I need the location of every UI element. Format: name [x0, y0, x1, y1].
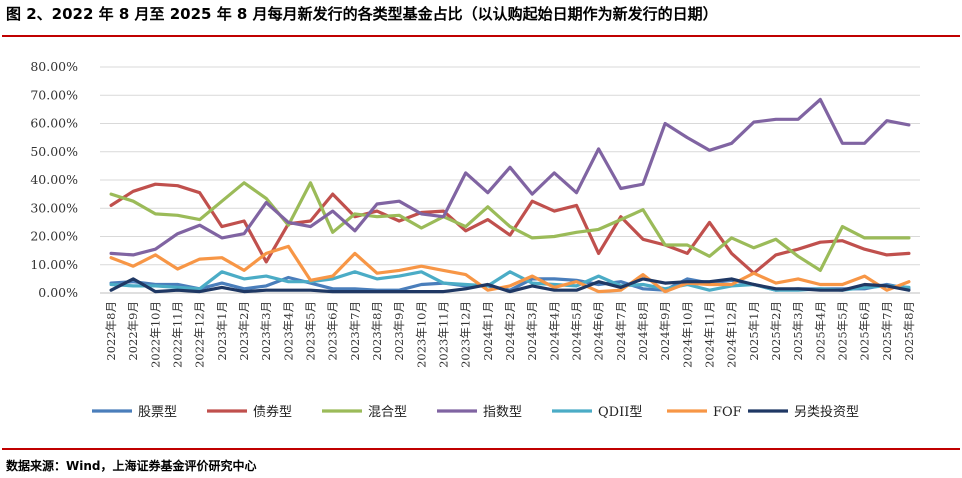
legend-label: 指数型 [483, 405, 522, 420]
series-line-4 [109, 97, 911, 257]
x-tick-label: 2024年2月 [503, 301, 517, 361]
series-line-7 [109, 277, 911, 294]
x-tick-label: 2022年8月 [104, 301, 118, 361]
x-tick-label: 2022年9月 [126, 301, 140, 361]
chart-legend: 股票型 债券型 混合型 指数型 QDII型 FOF 另类投资型 [92, 404, 859, 420]
x-tick-label: 2023年3月 [259, 301, 273, 361]
x-tick-label: 2025年5月 [835, 301, 849, 361]
legend-label: 混合型 [368, 405, 407, 420]
x-tick-label: 2024年11月 [702, 301, 716, 368]
x-tick-label: 2025年4月 [813, 301, 827, 361]
x-tick-label: 2024年6月 [592, 301, 606, 361]
x-tick-label: 2022年10月 [148, 301, 162, 368]
legend-item: 另类投资型 [748, 404, 859, 420]
x-tick-label: 2023年2月 [237, 301, 251, 361]
figure-title: 图 2、2022 年 8 月至 2025 年 8 月每月新发行的各类型基金占比（… [6, 5, 718, 23]
x-tick-label: 2023年4月 [281, 301, 295, 361]
series-line-6 [109, 244, 911, 294]
x-tick-label: 2025年6月 [858, 301, 872, 361]
x-tick-label: 2022年12月 [193, 301, 207, 368]
x-tick-label: 2024年12月 [725, 301, 739, 368]
x-tick-label: 2023年9月 [392, 301, 406, 361]
y-tick-label: 0.00% [38, 285, 78, 300]
legend-label: QDII型 [598, 405, 642, 420]
y-tick-label: 70.00% [30, 87, 78, 102]
y-tick-label: 80.00% [30, 59, 78, 74]
line-chart: 0.00% 10.00% 20.00% 30.00% 40.00% 50.00% 60.00… [30, 59, 920, 420]
legend-label: 另类投资型 [794, 404, 859, 420]
x-tick-label: 2024年1月 [481, 301, 495, 361]
legend-item: 股票型 [92, 405, 177, 420]
legend-item: 指数型 [437, 405, 522, 420]
x-tick-label: 2024年7月 [614, 301, 628, 361]
legend-item: QDII型 [552, 405, 642, 420]
x-tick-label: 2025年1月 [747, 301, 761, 361]
series-line-2 [109, 182, 911, 275]
x-tick-label: 2023年5月 [304, 301, 318, 361]
x-tick-label: 2023年8月 [370, 301, 384, 361]
x-axis: 2022年8月 2022年9月 2022年10月 2022年11月 2022年12月 20… [100, 292, 920, 368]
x-tick-label: 2022年11月 [171, 301, 185, 368]
x-tick-label: 2023年1月 [215, 301, 229, 361]
y-tick-label: 60.00% [30, 116, 78, 131]
y-tick-label: 30.00% [30, 200, 78, 215]
x-tick-label: 2023年6月 [326, 301, 340, 361]
legend-item: 债券型 [207, 404, 292, 420]
y-tick-label: 10.00% [30, 257, 78, 272]
x-tick-label: 2024年3月 [525, 301, 539, 361]
y-tick-label: 40.00% [30, 172, 78, 187]
x-tick-label: 2024年8月 [636, 301, 650, 361]
series-lines [109, 97, 911, 294]
legend-item: FOF [667, 405, 742, 420]
x-tick-label: 2024年9月 [658, 301, 672, 361]
y-tick-label: 50.00% [30, 144, 78, 159]
x-tick-label: 2023年11月 [437, 301, 451, 368]
legend-label: 股票型 [138, 405, 177, 420]
x-tick-label: 2023年12月 [459, 301, 473, 368]
y-tick-label: 20.00% [30, 229, 78, 244]
x-tick-label: 2025年2月 [769, 301, 783, 361]
x-tick-label: 2025年7月 [880, 301, 894, 361]
x-tick-label: 2023年7月 [348, 301, 362, 361]
x-tick-label: 2025年3月 [791, 301, 805, 361]
legend-label: FOF [713, 405, 742, 420]
x-tick-label: 2023年10月 [414, 301, 428, 368]
x-tick-label: 2025年8月 [902, 301, 916, 361]
source-note: 数据来源：Wind，上海证券基金评价研究中心 [6, 459, 257, 473]
legend-item: 混合型 [322, 405, 407, 420]
title-rule [2, 35, 960, 37]
x-tick-label: 2024年5月 [569, 301, 583, 361]
x-tick-label: 2024年10月 [680, 301, 694, 368]
legend-label: 债券型 [253, 404, 292, 420]
x-tick-label: 2024年4月 [547, 301, 561, 361]
series-line-3 [109, 181, 911, 272]
y-axis: 0.00% 10.00% 20.00% 30.00% 40.00% 50.00% 60.00… [30, 59, 78, 300]
footer-rule [2, 448, 960, 450]
